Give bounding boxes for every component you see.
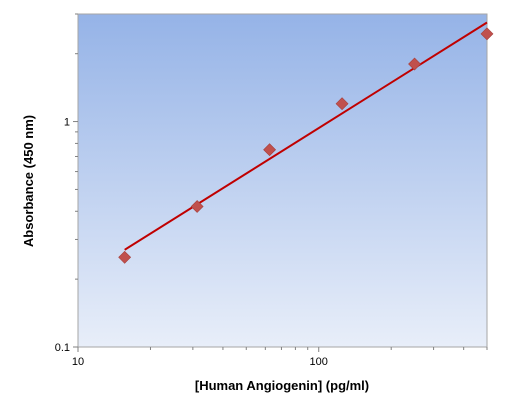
y-tick-label: 1 [64,117,70,129]
y-axis-tick-labels: 0.11 [55,117,70,354]
data-point [263,143,277,157]
data-point [118,250,132,264]
data-point [335,97,349,111]
x-tick-label: 100 [310,356,328,368]
data-point [480,27,494,41]
y-tick-label: 0.1 [55,342,70,354]
plot-area [77,13,488,348]
x-axis-ticks [77,347,488,352]
data-point [408,57,421,71]
x-axis-tick-labels: 10 100 [72,356,328,368]
data-points [118,27,494,264]
x-tick-label: 10 [72,356,84,368]
y-axis-ticks [73,13,78,348]
data-point [190,200,204,213]
fit-line-group [124,21,488,251]
y-axis-title: Absorbance (450 nm) [21,115,36,247]
fit-line [124,21,488,251]
x-axis-title: [Human Angiogenin] (pg/ml) [195,378,369,393]
